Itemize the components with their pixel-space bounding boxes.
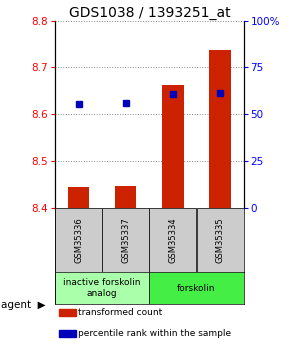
Text: percentile rank within the sample: percentile rank within the sample	[77, 329, 231, 338]
Bar	[149, 208, 196, 272]
Bar	[162, 85, 184, 208]
Bar	[102, 208, 149, 272]
Text: GSM35334: GSM35334	[168, 217, 177, 263]
Bar	[59, 309, 76, 316]
Title: GDS1038 / 1393251_at: GDS1038 / 1393251_at	[68, 6, 230, 20]
Text: forskolin: forskolin	[177, 284, 216, 293]
Bar	[197, 208, 244, 272]
Bar	[149, 272, 244, 304]
Bar	[55, 272, 149, 304]
Bar	[115, 186, 136, 208]
Bar	[209, 50, 231, 208]
Text: GSM35335: GSM35335	[215, 217, 224, 263]
Bar	[68, 187, 89, 208]
Text: inactive forskolin
analog: inactive forskolin analog	[64, 278, 141, 298]
Text: agent  ▶: agent ▶	[1, 300, 46, 310]
Text: transformed count: transformed count	[77, 308, 162, 317]
Text: GSM35336: GSM35336	[74, 217, 83, 263]
Bar	[55, 208, 102, 272]
Bar	[59, 330, 76, 337]
Text: GSM35337: GSM35337	[121, 217, 130, 263]
